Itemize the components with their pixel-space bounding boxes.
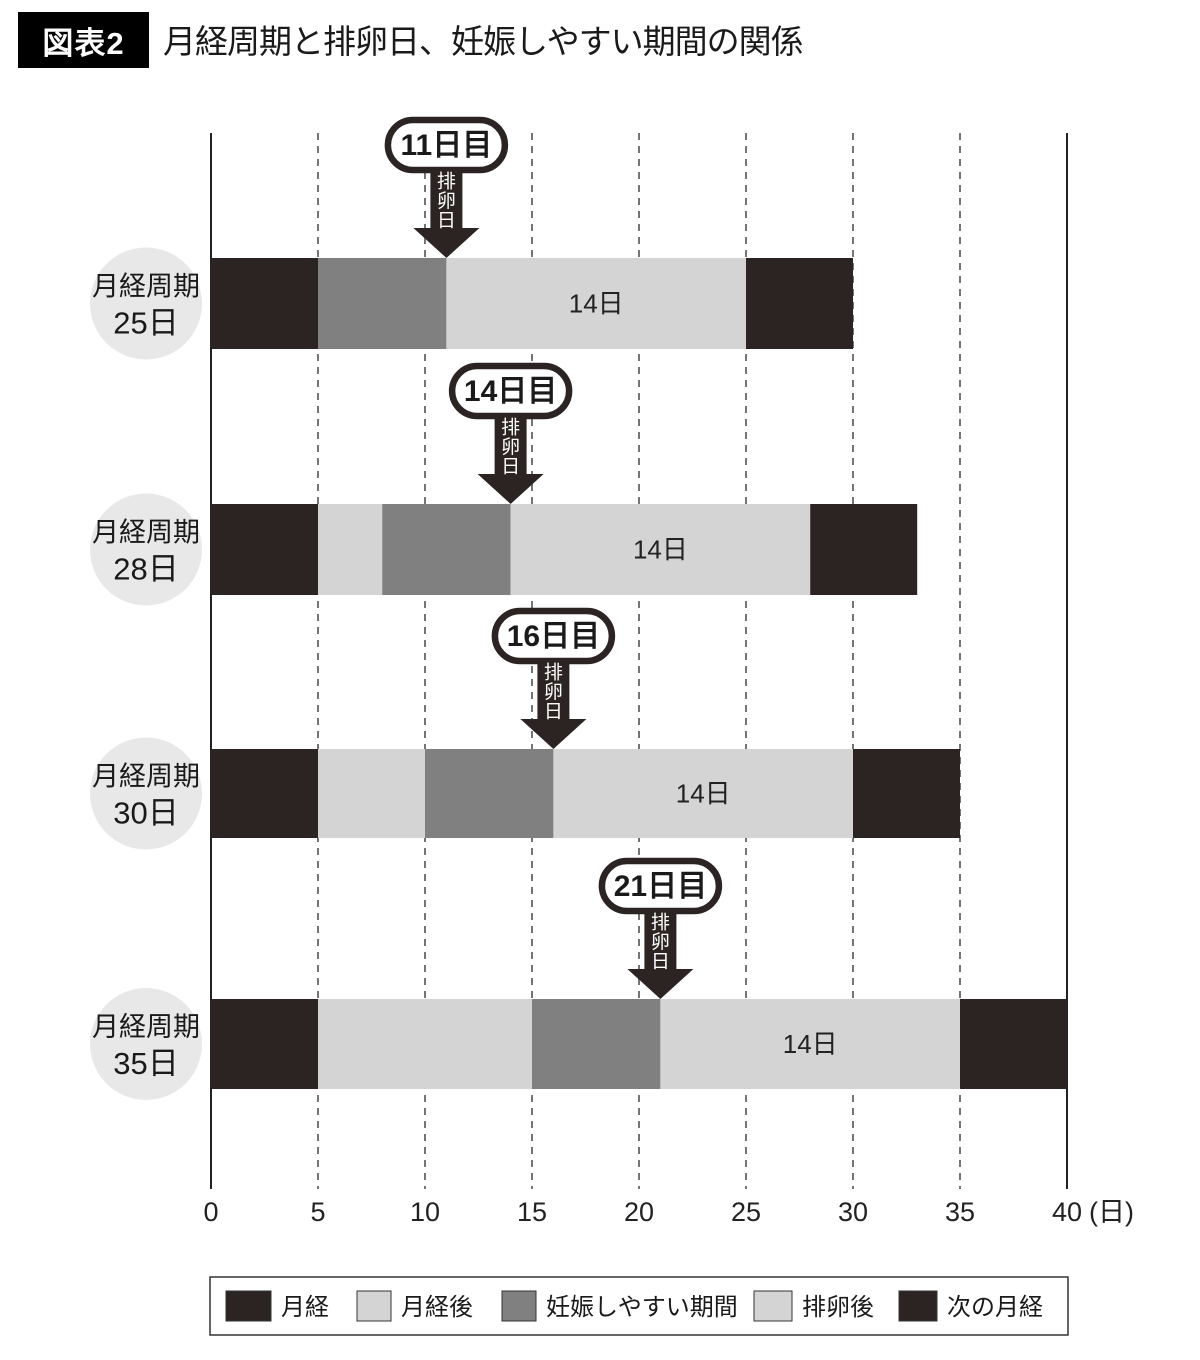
- svg-text:月経周期: 月経周期: [92, 762, 200, 792]
- svg-text:0: 0: [203, 1197, 218, 1227]
- svg-text:次の月経: 次の月経: [947, 1294, 1043, 1321]
- svg-text:35: 35: [945, 1197, 975, 1227]
- svg-text:15: 15: [517, 1197, 547, 1227]
- svg-text:11日目: 11日目: [401, 129, 493, 162]
- svg-text:日: 日: [437, 210, 456, 231]
- svg-text:16日目: 16日目: [507, 620, 600, 653]
- svg-text:卵: 卵: [501, 436, 520, 458]
- svg-text:排: 排: [437, 171, 456, 193]
- svg-text:35日: 35日: [113, 1046, 178, 1081]
- svg-text:卵: 卵: [651, 931, 670, 953]
- svg-text:20: 20: [624, 1197, 654, 1227]
- svg-text:排: 排: [501, 417, 520, 439]
- svg-text:14日: 14日: [676, 779, 731, 809]
- svg-text:14日目: 14日目: [464, 375, 557, 408]
- svg-text:月経周期: 月経周期: [92, 518, 200, 548]
- svg-text:月経: 月経: [281, 1294, 329, 1321]
- svg-text:妊娠しやすい期間: 妊娠しやすい期間: [546, 1294, 738, 1321]
- svg-text:25: 25: [731, 1197, 761, 1227]
- svg-text:21日目: 21日目: [614, 870, 707, 903]
- svg-text:30日: 30日: [113, 796, 178, 831]
- svg-text:30: 30: [838, 1197, 868, 1227]
- svg-text:日: 日: [501, 456, 520, 477]
- svg-text:日: 日: [651, 951, 670, 972]
- svg-text:卵: 卵: [544, 681, 563, 703]
- svg-text:排: 排: [651, 912, 670, 934]
- svg-text:月経周期: 月経周期: [92, 272, 200, 302]
- svg-text:日: 日: [544, 701, 563, 722]
- svg-text:卵: 卵: [437, 190, 456, 212]
- svg-text:月経後: 月経後: [401, 1294, 473, 1321]
- svg-text:25日: 25日: [113, 306, 178, 341]
- svg-text:28日: 28日: [113, 552, 178, 587]
- svg-text:14日: 14日: [569, 289, 624, 319]
- svg-text:排卵後: 排卵後: [802, 1294, 874, 1321]
- svg-text:10: 10: [410, 1197, 440, 1227]
- svg-text:40: 40: [1052, 1197, 1082, 1227]
- svg-text:月経周期: 月経周期: [92, 1012, 200, 1042]
- svg-text:5: 5: [310, 1197, 325, 1227]
- svg-text:(日): (日): [1089, 1197, 1134, 1227]
- svg-text:14日: 14日: [633, 535, 688, 565]
- svg-text:排: 排: [544, 662, 563, 684]
- svg-text:14日: 14日: [783, 1029, 838, 1059]
